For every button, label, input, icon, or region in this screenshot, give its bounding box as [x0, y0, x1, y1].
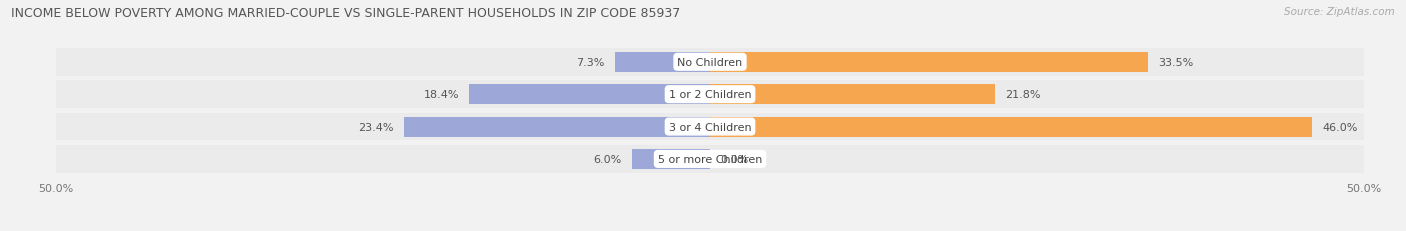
Text: 3 or 4 Children: 3 or 4 Children	[669, 122, 751, 132]
Text: 33.5%: 33.5%	[1159, 58, 1194, 67]
Bar	[56, 49, 1364, 76]
Bar	[710, 117, 1312, 137]
Bar	[56, 81, 1364, 109]
Text: 21.8%: 21.8%	[1005, 90, 1040, 100]
Text: 0.0%: 0.0%	[720, 154, 749, 164]
Text: 5 or more Children: 5 or more Children	[658, 154, 762, 164]
Bar	[56, 113, 1364, 141]
Text: 23.4%: 23.4%	[359, 122, 394, 132]
Text: 18.4%: 18.4%	[423, 90, 458, 100]
Text: INCOME BELOW POVERTY AMONG MARRIED-COUPLE VS SINGLE-PARENT HOUSEHOLDS IN ZIP COD: INCOME BELOW POVERTY AMONG MARRIED-COUPL…	[11, 7, 681, 20]
Legend: Married Couples, Single Parents: Married Couples, Single Parents	[588, 230, 832, 231]
Text: 6.0%: 6.0%	[593, 154, 621, 164]
Bar	[56, 146, 1364, 173]
Bar	[470, 85, 710, 105]
Text: Source: ZipAtlas.com: Source: ZipAtlas.com	[1284, 7, 1395, 17]
Text: 1 or 2 Children: 1 or 2 Children	[669, 90, 751, 100]
Bar	[614, 52, 710, 73]
Text: No Children: No Children	[678, 58, 742, 67]
Bar	[631, 149, 710, 169]
Bar	[710, 85, 995, 105]
Text: 7.3%: 7.3%	[575, 58, 605, 67]
Text: 46.0%: 46.0%	[1322, 122, 1357, 132]
Bar	[710, 52, 1149, 73]
Bar	[404, 117, 710, 137]
